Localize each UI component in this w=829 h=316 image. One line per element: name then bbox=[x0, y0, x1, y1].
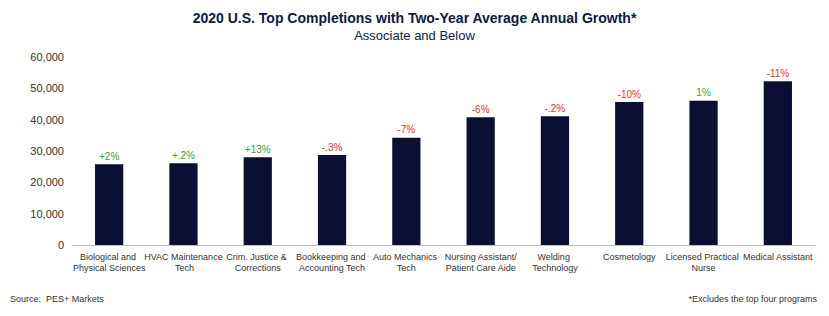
svg-text:+13%: +13% bbox=[245, 144, 271, 155]
svg-text:60,000: 60,000 bbox=[30, 51, 64, 63]
svg-text:+2%: +2% bbox=[99, 151, 119, 162]
svg-text:Crim. Justice &: Crim. Justice & bbox=[226, 252, 289, 262]
svg-text:Cosmetology: Cosmetology bbox=[603, 252, 656, 262]
svg-text:50,000: 50,000 bbox=[30, 82, 64, 94]
svg-text:-7%: -7% bbox=[397, 124, 415, 135]
svg-text:2020 U.S. Top Completions with: 2020 U.S. Top Completions with Two-Year … bbox=[193, 10, 637, 26]
svg-text:Biological and: Biological and bbox=[80, 252, 139, 262]
svg-text:*Excludes the top four program: *Excludes the top four programs bbox=[688, 294, 817, 304]
svg-text:HVAC Maintenance: HVAC Maintenance bbox=[144, 252, 222, 262]
svg-text:Patient Care Aide: Patient Care Aide bbox=[446, 263, 516, 273]
svg-text:Technology: Technology bbox=[532, 263, 578, 273]
svg-text:Nursing Assistant/: Nursing Assistant/ bbox=[445, 252, 518, 262]
svg-text:-.2%: -.2% bbox=[545, 103, 566, 114]
svg-text:-10%: -10% bbox=[618, 89, 641, 100]
svg-text:Tech: Tech bbox=[397, 263, 416, 273]
svg-text:Corrections: Corrections bbox=[235, 263, 282, 273]
svg-text:-6%: -6% bbox=[472, 104, 490, 115]
svg-text:Accounting Tech: Accounting Tech bbox=[299, 263, 365, 273]
svg-text:Associate and Below: Associate and Below bbox=[354, 28, 475, 43]
svg-text:40,000: 40,000 bbox=[30, 114, 64, 126]
svg-text:Bookkeeping and: Bookkeeping and bbox=[296, 252, 368, 262]
svg-text:+.2%: +.2% bbox=[172, 150, 195, 161]
svg-text:10,000: 10,000 bbox=[30, 208, 64, 220]
svg-text:20,000: 20,000 bbox=[30, 176, 64, 188]
svg-text:-.3%: -.3% bbox=[322, 142, 343, 153]
svg-text:Medical Assistant: Medical Assistant bbox=[743, 252, 813, 262]
svg-text:-11%: -11% bbox=[767, 68, 790, 79]
svg-text:0: 0 bbox=[58, 239, 64, 251]
svg-text:Licensed Practical: Licensed Practical bbox=[666, 252, 742, 262]
svg-text:1%: 1% bbox=[696, 87, 711, 98]
svg-text:Auto Mechanics: Auto Mechanics bbox=[373, 252, 440, 262]
svg-text:Source: PES+ Markets: Source: PES+ Markets bbox=[10, 294, 104, 304]
svg-text:Nurse: Nurse bbox=[692, 263, 716, 273]
svg-text:Physical Sciences: Physical Sciences bbox=[73, 263, 146, 273]
svg-text:Welding: Welding bbox=[538, 252, 573, 262]
svg-text:Tech: Tech bbox=[173, 263, 194, 273]
svg-text:30,000: 30,000 bbox=[30, 145, 64, 157]
